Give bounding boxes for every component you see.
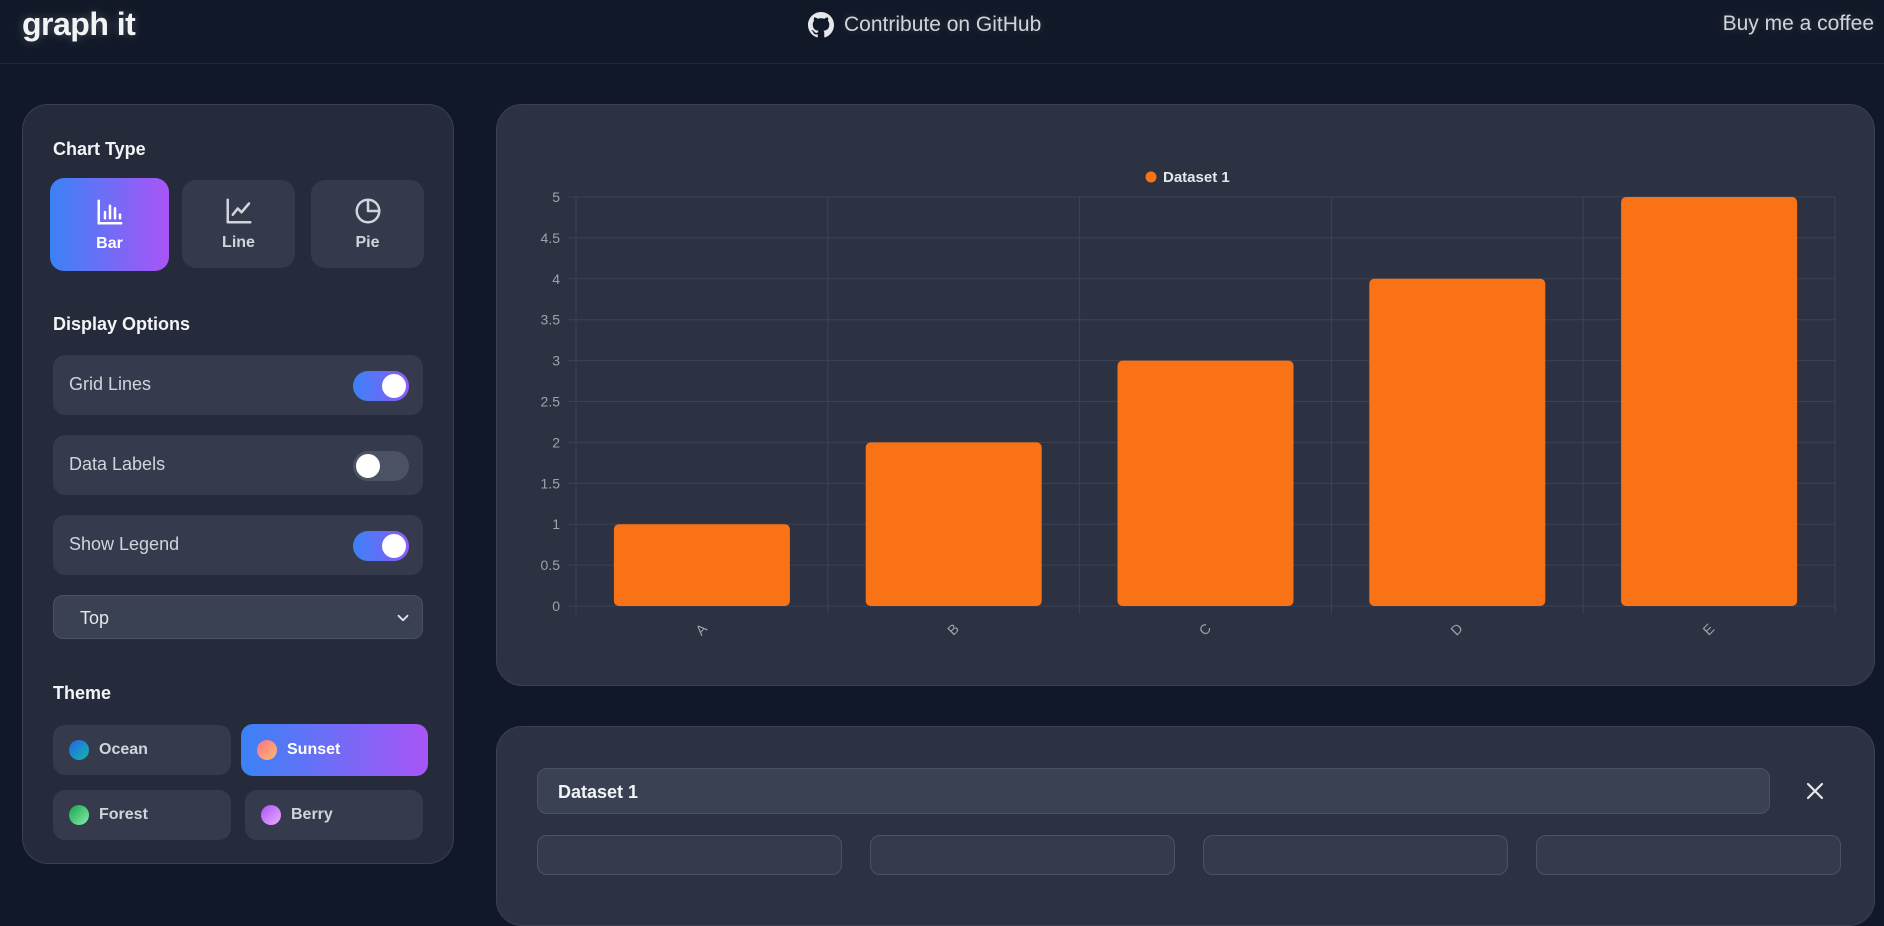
- dataset-name-value: Dataset 1: [558, 782, 639, 802]
- y-tick-label: 3: [552, 353, 560, 369]
- y-tick-label: 0.5: [541, 557, 561, 573]
- data-labels-label: Data Labels: [69, 454, 166, 474]
- y-tick-label: 5: [552, 189, 560, 205]
- dataset-editor-card: Dataset 1: [496, 726, 1875, 926]
- legend-label: Dataset 1: [1163, 169, 1230, 186]
- bar: [1621, 197, 1798, 606]
- bar: [1369, 278, 1546, 606]
- show-legend-label: Show Legend: [69, 534, 180, 554]
- data-value-field[interactable]: [870, 835, 1175, 875]
- pie-chart-icon: [355, 198, 380, 224]
- x-tick-label: E: [1699, 620, 1717, 638]
- bar: [865, 442, 1042, 606]
- theme-forest-button[interactable]: Forest: [53, 790, 231, 840]
- chart-type-pie-button[interactable]: Pie: [311, 180, 424, 268]
- forest-swatch: [69, 805, 89, 825]
- grid-lines-row: Grid Lines: [53, 355, 423, 415]
- dataset-name-input[interactable]: Dataset 1: [537, 768, 1770, 814]
- bar: [613, 524, 790, 606]
- data-labels-toggle[interactable]: [353, 451, 409, 481]
- sidebar-panel: Chart Type Bar Line Pie Display Options …: [22, 104, 454, 864]
- y-tick-label: 1.5: [541, 475, 561, 491]
- data-value-field[interactable]: [1536, 835, 1841, 875]
- x-tick-label: C: [1196, 620, 1214, 638]
- line-chart-icon: [226, 198, 251, 224]
- y-tick-label: 2.5: [541, 394, 561, 410]
- y-tick-label: 2: [552, 434, 560, 450]
- sunset-swatch: [257, 740, 277, 760]
- theme-sunset-button[interactable]: Sunset: [241, 724, 428, 776]
- grid-lines-toggle[interactable]: [353, 371, 409, 401]
- theme-berry-button[interactable]: Berry: [245, 790, 423, 840]
- theme-forest-label: Forest: [99, 806, 148, 823]
- bar-chart: 0 0.5 1 1.5 2 2.5 3 3.5 4 4.5 5 A B C D E Dataset 1: [541, 169, 1836, 639]
- toggle-knob: [356, 454, 380, 478]
- x-tick-label: A: [692, 620, 710, 638]
- chart-type-line-button[interactable]: Line: [182, 180, 295, 268]
- github-icon: [808, 12, 834, 38]
- chart-type-bar-button[interactable]: Bar: [50, 178, 169, 271]
- theme-sunset-label: Sunset: [287, 741, 341, 758]
- x-tick-label: D: [1447, 620, 1465, 638]
- grid-lines-label: Grid Lines: [69, 374, 152, 394]
- toggle-knob: [382, 534, 406, 558]
- show-legend-row: Show Legend: [53, 515, 423, 575]
- y-tick-label: 0: [552, 598, 560, 614]
- chevron-down-icon: [397, 614, 409, 622]
- top-bar: graph it Contribute on GitHub Buy me a c…: [0, 0, 1884, 64]
- data-labels-row: Data Labels: [53, 435, 423, 495]
- bar: [1117, 360, 1294, 606]
- chart-card: 0 0.5 1 1.5 2 2.5 3 3.5 4 4.5 5 A B C D E Dataset 1: [496, 104, 1875, 686]
- github-link[interactable]: Contribute on GitHub: [808, 10, 1041, 40]
- close-icon[interactable]: [1803, 779, 1827, 803]
- chart-type-title: Chart Type: [53, 139, 146, 159]
- berry-swatch: [261, 805, 281, 825]
- chart-type-line-label: Line: [222, 234, 255, 251]
- ocean-swatch: [69, 740, 89, 760]
- buy-coffee-link[interactable]: Buy me a coffee: [1722, 12, 1874, 35]
- y-tick-label: 1: [552, 516, 560, 532]
- theme-title: Theme: [53, 683, 112, 703]
- legend-position-select[interactable]: Top: [53, 595, 423, 639]
- data-value-field[interactable]: [537, 835, 842, 875]
- theme-ocean-button[interactable]: Ocean: [53, 725, 231, 775]
- display-options-title: Display Options: [53, 314, 191, 334]
- chart-type-pie-label: Pie: [355, 234, 380, 251]
- app-logo[interactable]: graph it: [22, 6, 136, 42]
- github-link-label: Contribute on GitHub: [844, 13, 1042, 36]
- bar-chart-icon: [97, 199, 122, 224]
- legend-position-value: Top: [80, 608, 110, 628]
- data-value-field[interactable]: [1203, 835, 1508, 875]
- theme-berry-label: Berry: [291, 806, 333, 823]
- y-tick-label: 4: [552, 271, 560, 287]
- toggle-knob: [382, 374, 406, 398]
- y-tick-label: 4.5: [541, 230, 561, 246]
- theme-ocean-label: Ocean: [99, 741, 148, 758]
- y-tick-label: 3.5: [541, 312, 561, 328]
- show-legend-toggle[interactable]: [353, 531, 409, 561]
- legend-swatch: [1145, 171, 1157, 183]
- x-tick-label: B: [944, 620, 962, 638]
- chart-type-bar-label: Bar: [96, 234, 123, 252]
